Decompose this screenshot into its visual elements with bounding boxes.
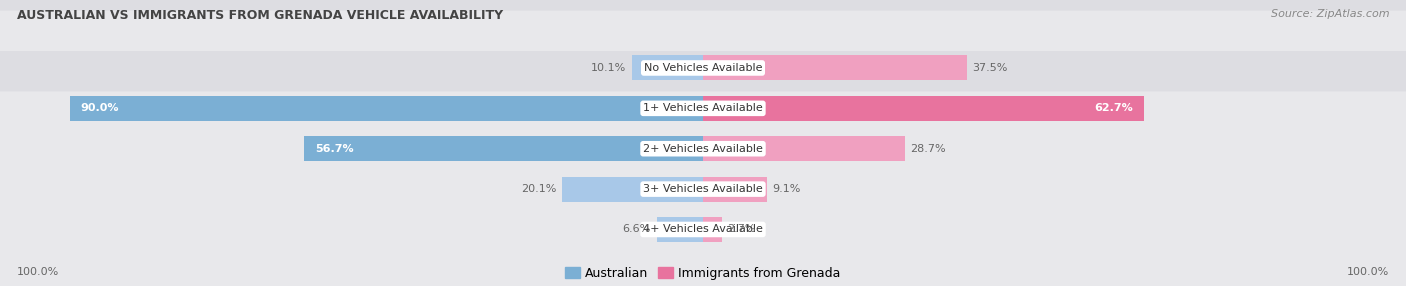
Text: 20.1%: 20.1% bbox=[520, 184, 557, 194]
FancyBboxPatch shape bbox=[0, 51, 1406, 286]
Bar bbox=[657, 217, 703, 242]
Text: 28.7%: 28.7% bbox=[911, 144, 946, 154]
Bar bbox=[703, 96, 1144, 121]
Text: 6.6%: 6.6% bbox=[623, 225, 651, 235]
Text: 100.0%: 100.0% bbox=[17, 267, 59, 277]
Text: AUSTRALIAN VS IMMIGRANTS FROM GRENADA VEHICLE AVAILABILITY: AUSTRALIAN VS IMMIGRANTS FROM GRENADA VE… bbox=[17, 9, 503, 21]
Text: 3+ Vehicles Available: 3+ Vehicles Available bbox=[643, 184, 763, 194]
FancyBboxPatch shape bbox=[0, 0, 1406, 206]
Text: 37.5%: 37.5% bbox=[973, 63, 1008, 73]
Text: 1+ Vehicles Available: 1+ Vehicles Available bbox=[643, 103, 763, 113]
Text: 9.1%: 9.1% bbox=[773, 184, 801, 194]
Bar bbox=[304, 136, 703, 161]
Legend: Australian, Immigrants from Grenada: Australian, Immigrants from Grenada bbox=[565, 267, 841, 280]
Text: 10.1%: 10.1% bbox=[591, 63, 627, 73]
Bar bbox=[703, 136, 905, 161]
FancyBboxPatch shape bbox=[0, 92, 1406, 286]
FancyBboxPatch shape bbox=[0, 11, 1406, 286]
FancyBboxPatch shape bbox=[0, 0, 1406, 247]
Text: 90.0%: 90.0% bbox=[82, 103, 120, 113]
Text: 4+ Vehicles Available: 4+ Vehicles Available bbox=[643, 225, 763, 235]
Text: No Vehicles Available: No Vehicles Available bbox=[644, 63, 762, 73]
Text: 56.7%: 56.7% bbox=[315, 144, 353, 154]
Text: Source: ZipAtlas.com: Source: ZipAtlas.com bbox=[1271, 9, 1389, 19]
Text: 62.7%: 62.7% bbox=[1094, 103, 1133, 113]
Bar bbox=[633, 55, 703, 80]
Bar bbox=[703, 55, 967, 80]
Bar bbox=[562, 176, 703, 202]
Bar bbox=[703, 217, 723, 242]
Bar bbox=[70, 96, 703, 121]
Text: 2+ Vehicles Available: 2+ Vehicles Available bbox=[643, 144, 763, 154]
Text: 100.0%: 100.0% bbox=[1347, 267, 1389, 277]
Text: 2.7%: 2.7% bbox=[728, 225, 756, 235]
Bar bbox=[703, 176, 768, 202]
